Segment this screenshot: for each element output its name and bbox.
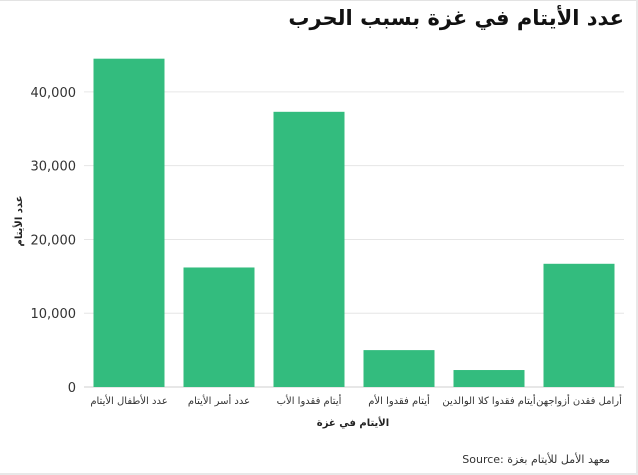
bar (183, 267, 255, 387)
x-axis-title: الأيتام في غزة (317, 416, 389, 429)
x-category-label: عدد أسر الأيتام (188, 394, 250, 407)
bar (543, 263, 615, 387)
x-category-label: أرامل فقدن أزواجهن (536, 394, 622, 407)
x-category-label: أيتام فقدوا الأب (277, 394, 342, 407)
bar (453, 370, 525, 387)
x-category-label: أيتام فقدوا كلا الوالدين (442, 394, 535, 407)
y-tick-label: 20,000 (31, 233, 77, 248)
y-tick-label: 10,000 (31, 307, 77, 322)
x-category-label: أيتام فقدوا الأم (368, 394, 430, 407)
source-note: Source: معهد الأمل للأيتام بغزة (462, 453, 610, 466)
gridlines (84, 91, 624, 388)
x-category-label: عدد الأطفال الأيتام (90, 394, 167, 407)
x-category-labels: عدد الأطفال الأيتام عدد أسر الأيتام أيتام … (90, 394, 622, 407)
y-tick-label: 30,000 (31, 160, 77, 175)
bar (273, 111, 345, 387)
chart-title: عدد الأيتام في غزة بسبب الحرب (288, 6, 624, 30)
y-tick-label: 40,000 (31, 86, 77, 101)
frame-right-border (636, 0, 638, 475)
frame-bottom-border (0, 473, 638, 475)
y-tick-labels: 0 10,000 20,000 30,000 40,000 (31, 86, 77, 396)
bar (93, 58, 165, 387)
bars (93, 58, 615, 387)
frame-top-border (0, 0, 638, 1)
bar (363, 350, 435, 387)
y-tick-label: 0 (68, 381, 76, 396)
y-axis-title: عدد الأيتام (12, 195, 25, 246)
